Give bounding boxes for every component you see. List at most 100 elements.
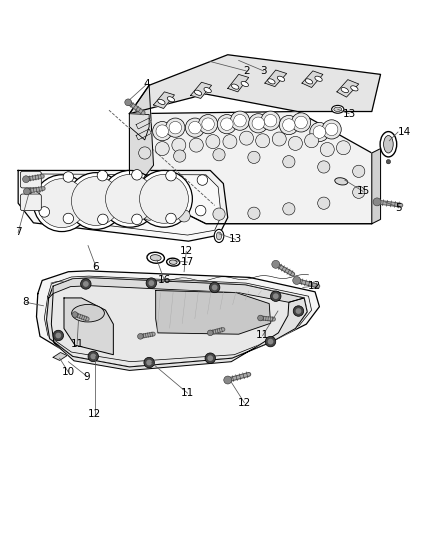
Circle shape (198, 115, 218, 134)
Polygon shape (155, 290, 271, 334)
Ellipse shape (380, 132, 397, 157)
Circle shape (24, 188, 30, 195)
Ellipse shape (214, 229, 224, 243)
Circle shape (268, 338, 273, 344)
Circle shape (325, 123, 338, 135)
Circle shape (53, 330, 64, 341)
Ellipse shape (150, 255, 161, 261)
Polygon shape (130, 55, 381, 114)
Circle shape (97, 171, 108, 181)
Polygon shape (18, 171, 228, 241)
Circle shape (313, 126, 326, 138)
Circle shape (156, 125, 169, 138)
Circle shape (140, 174, 188, 223)
Circle shape (293, 277, 301, 285)
Ellipse shape (351, 86, 358, 91)
Circle shape (272, 260, 280, 268)
Circle shape (209, 282, 220, 293)
Circle shape (240, 131, 254, 145)
Ellipse shape (305, 79, 313, 84)
Circle shape (336, 141, 350, 155)
Circle shape (138, 334, 143, 339)
Text: 9: 9 (84, 372, 91, 382)
Ellipse shape (335, 177, 348, 185)
Circle shape (166, 213, 176, 224)
Circle shape (296, 308, 301, 314)
Circle shape (256, 134, 270, 148)
Polygon shape (153, 92, 174, 108)
Ellipse shape (204, 87, 211, 93)
Text: 5: 5 (396, 203, 402, 213)
Circle shape (213, 208, 225, 220)
Polygon shape (46, 294, 307, 370)
Text: 12: 12 (180, 246, 193, 256)
Circle shape (248, 207, 260, 220)
Circle shape (106, 174, 154, 223)
Text: 12: 12 (238, 398, 251, 408)
Ellipse shape (384, 135, 393, 153)
Ellipse shape (166, 258, 180, 266)
Circle shape (273, 293, 279, 299)
Polygon shape (130, 111, 372, 224)
Circle shape (33, 175, 90, 231)
Polygon shape (46, 278, 307, 367)
Circle shape (221, 118, 233, 131)
Circle shape (291, 113, 311, 132)
Circle shape (288, 136, 302, 150)
Polygon shape (130, 114, 149, 140)
Ellipse shape (341, 87, 348, 93)
Circle shape (272, 132, 286, 146)
Circle shape (71, 176, 120, 225)
Circle shape (197, 175, 208, 185)
Text: 11: 11 (256, 330, 269, 341)
Circle shape (261, 111, 280, 130)
Text: 8: 8 (23, 297, 29, 308)
Circle shape (217, 115, 237, 134)
Text: 12: 12 (88, 409, 101, 419)
Circle shape (146, 278, 156, 288)
Ellipse shape (167, 96, 175, 102)
Text: 13: 13 (343, 109, 356, 119)
Circle shape (206, 135, 220, 149)
Circle shape (88, 351, 99, 362)
Circle shape (72, 312, 78, 317)
Ellipse shape (268, 79, 275, 84)
Circle shape (132, 214, 142, 224)
Polygon shape (337, 79, 359, 97)
Circle shape (293, 306, 304, 316)
Circle shape (271, 291, 281, 302)
FancyBboxPatch shape (20, 194, 41, 211)
Ellipse shape (216, 232, 222, 240)
Polygon shape (136, 118, 151, 129)
Ellipse shape (169, 260, 177, 264)
Circle shape (202, 118, 214, 131)
Circle shape (207, 356, 213, 361)
Text: 15: 15 (357, 187, 370, 196)
Circle shape (224, 376, 232, 384)
Circle shape (83, 281, 89, 287)
Circle shape (81, 279, 91, 289)
Circle shape (208, 330, 213, 336)
Circle shape (248, 151, 260, 164)
Circle shape (29, 176, 40, 187)
Text: 7: 7 (15, 228, 21, 237)
Circle shape (29, 191, 40, 202)
Text: 11: 11 (181, 388, 194, 398)
Circle shape (249, 114, 268, 133)
Circle shape (265, 336, 276, 347)
Polygon shape (53, 352, 67, 360)
Circle shape (373, 198, 381, 206)
Circle shape (37, 179, 86, 228)
Polygon shape (228, 75, 249, 92)
Circle shape (283, 156, 295, 168)
Circle shape (143, 208, 155, 220)
Circle shape (252, 117, 265, 130)
Circle shape (195, 205, 206, 216)
Text: 16: 16 (158, 276, 171, 286)
Circle shape (258, 315, 263, 321)
Text: 14: 14 (398, 127, 411, 137)
Ellipse shape (334, 107, 342, 111)
Polygon shape (302, 71, 323, 87)
Polygon shape (44, 276, 311, 362)
Circle shape (223, 135, 237, 149)
